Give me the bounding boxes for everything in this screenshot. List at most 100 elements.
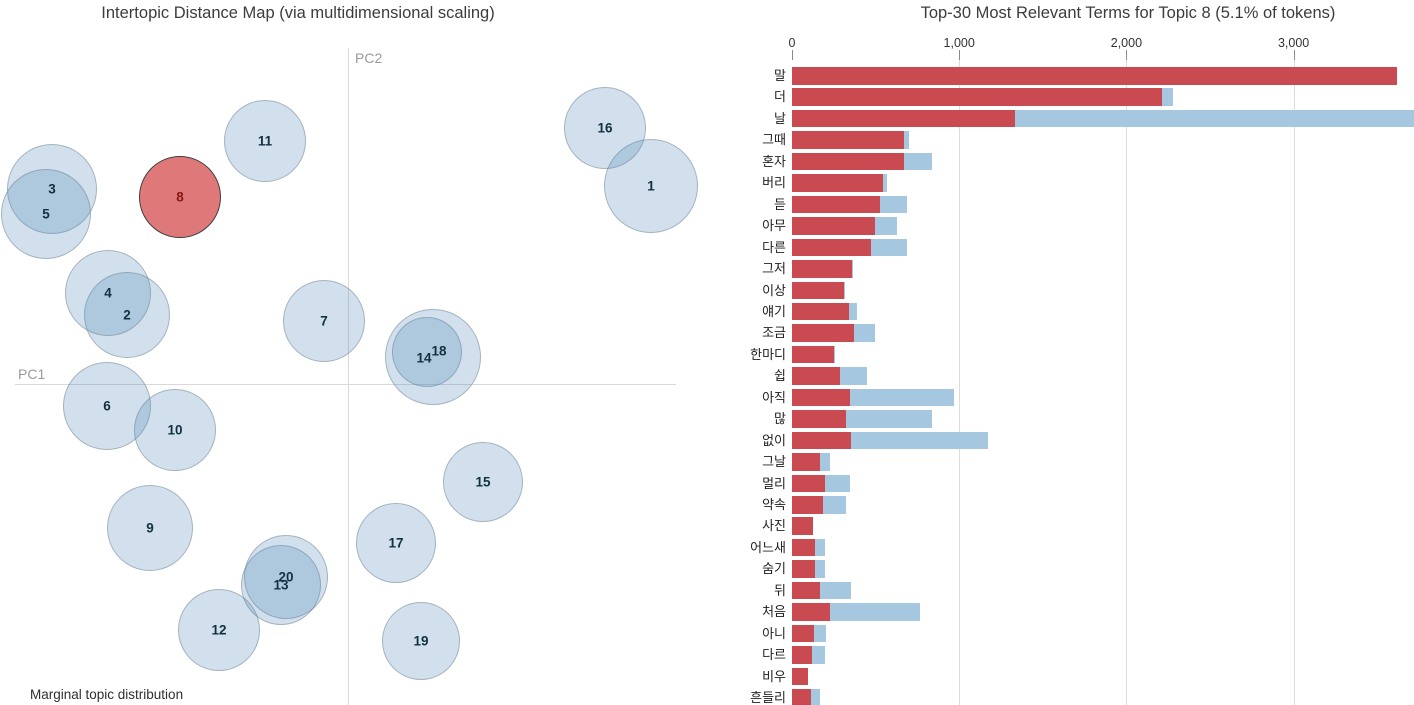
topic-label-1: 1 <box>647 178 655 194</box>
x-tick-label: 3,000 <box>1277 36 1310 50</box>
intertopic-map-panel: Intertopic Distance Map (via multidimens… <box>1 4 698 705</box>
term-row[interactable]: 듣 <box>707 195 1414 214</box>
topic-bubble-17[interactable] <box>356 503 436 583</box>
map-title: Intertopic Distance Map (via multidimens… <box>101 4 495 22</box>
term-label: 더 <box>774 89 786 105</box>
topic-bubble-20[interactable] <box>244 535 328 619</box>
topic-frequency-bar <box>792 238 872 257</box>
x-tick-label: 2,000 <box>1110 36 1143 50</box>
topic-label-7: 7 <box>320 313 328 329</box>
term-row[interactable]: 쉽 <box>707 367 1414 385</box>
term-row[interactable]: 많 <box>707 410 1414 428</box>
term-row[interactable]: 다르 <box>707 646 1414 664</box>
topic-label-16: 16 <box>597 120 613 136</box>
pc2-axis-label: PC2 <box>355 50 383 66</box>
term-row[interactable]: 더 <box>707 88 1414 106</box>
topic-frequency-bar <box>792 174 884 192</box>
term-label: 얘기 <box>762 303 786 319</box>
term-row[interactable]: 아니 <box>707 624 1414 643</box>
topic-frequency-bar <box>792 109 1016 128</box>
term-row[interactable]: 얘기 <box>707 302 1414 321</box>
topic-frequency-bar <box>792 260 853 278</box>
topic-label-9: 9 <box>146 520 154 536</box>
topic-bubble-18[interactable] <box>385 309 481 405</box>
term-label: 처음 <box>762 604 786 620</box>
term-row[interactable]: 그저 <box>707 260 1414 278</box>
topic-frequency-bar <box>792 302 849 321</box>
topic-bubble-16[interactable] <box>564 87 646 169</box>
term-row[interactable]: 버리 <box>707 174 1414 192</box>
topic-label-12: 12 <box>211 622 227 638</box>
topic-bubble-4[interactable] <box>65 250 151 336</box>
term-row[interactable]: 조금 <box>707 324 1414 342</box>
term-row[interactable]: 비우 <box>707 667 1414 686</box>
term-label: 어느새 <box>750 539 786 555</box>
term-row[interactable]: 말 <box>707 67 1414 85</box>
topic-frequency-bar <box>792 152 905 171</box>
topic-bubble-9[interactable] <box>107 485 193 571</box>
term-label: 그날 <box>762 454 786 470</box>
term-bars-panel: Top-30 Most Relevant Terms for Topic 8 (… <box>707 0 1414 705</box>
term-row[interactable]: 다른 <box>707 238 1414 257</box>
term-label: 아직 <box>762 389 786 405</box>
term-row[interactable]: 사진 <box>707 517 1414 535</box>
term-row[interactable]: 이상 <box>707 281 1414 299</box>
topic-frequency-bar <box>792 67 1398 85</box>
x-tick-mark <box>792 50 793 60</box>
topic-frequency-bar <box>792 345 834 364</box>
term-row[interactable]: 그때 <box>707 131 1414 149</box>
term-row[interactable]: 아무 <box>707 217 1414 235</box>
x-tick-mark <box>959 50 961 60</box>
topic-bubble-11[interactable] <box>224 100 306 182</box>
term-label: 이상 <box>762 282 786 298</box>
term-row[interactable]: 약속 <box>707 496 1414 514</box>
term-row[interactable]: 날 <box>707 109 1414 128</box>
gridline <box>1126 60 1128 705</box>
term-row[interactable]: 아직 <box>707 388 1414 407</box>
term-row[interactable]: 혼자 <box>707 152 1414 171</box>
term-row[interactable]: 뒤 <box>707 581 1414 600</box>
term-label: 약속 <box>762 497 786 512</box>
topic-frequency-bar <box>792 496 823 514</box>
term-label: 버리 <box>762 175 786 191</box>
topic-bubble-10[interactable] <box>134 389 216 471</box>
term-label: 듣 <box>774 196 786 212</box>
topic-label-17: 17 <box>388 535 404 551</box>
x-tick-label: 0 <box>788 36 796 50</box>
x-tick-mark <box>1126 50 1128 60</box>
topic-bubble-15[interactable] <box>443 442 523 522</box>
topic-frequency-bar <box>792 217 875 235</box>
topic-bubble-7[interactable] <box>283 280 365 362</box>
topic-frequency-bar <box>792 195 880 214</box>
term-row[interactable]: 흔들리 <box>707 689 1414 705</box>
term-row[interactable]: 어느새 <box>707 538 1414 557</box>
term-label: 사진 <box>762 518 786 534</box>
topic-bubble-19[interactable] <box>382 602 460 680</box>
topic-frequency-bar <box>792 410 846 428</box>
topic-frequency-bar <box>792 367 840 385</box>
term-label: 조금 <box>762 325 786 341</box>
topic-frequency-bar <box>792 431 851 450</box>
term-label: 아무 <box>762 218 786 234</box>
topic-frequency-bar <box>792 624 814 643</box>
term-row[interactable]: 멀리 <box>707 474 1414 493</box>
term-row[interactable]: 처음 <box>707 603 1414 621</box>
topic-label-8: 8 <box>176 189 184 205</box>
term-row[interactable]: 없이 <box>707 431 1414 450</box>
topic-label-3: 3 <box>48 181 56 197</box>
gridline <box>1293 60 1295 705</box>
x-tick-label: 1,000 <box>943 36 975 50</box>
topic-frequency-bar <box>792 538 816 557</box>
topic-label-13: 13 <box>273 577 289 593</box>
gridline <box>959 60 961 705</box>
topic-bubble-8[interactable] <box>139 156 221 238</box>
marginal-distribution-label: Marginal topic distribution <box>30 687 184 702</box>
topic-frequency-bar <box>792 667 808 686</box>
term-label: 숨기 <box>762 561 786 577</box>
topic-label-19: 19 <box>413 633 429 649</box>
topic-bubble-5[interactable] <box>1 169 91 259</box>
term-row[interactable]: 한마디 <box>707 345 1414 364</box>
term-row[interactable]: 숨기 <box>707 560 1414 578</box>
term-row[interactable]: 그날 <box>707 453 1414 471</box>
